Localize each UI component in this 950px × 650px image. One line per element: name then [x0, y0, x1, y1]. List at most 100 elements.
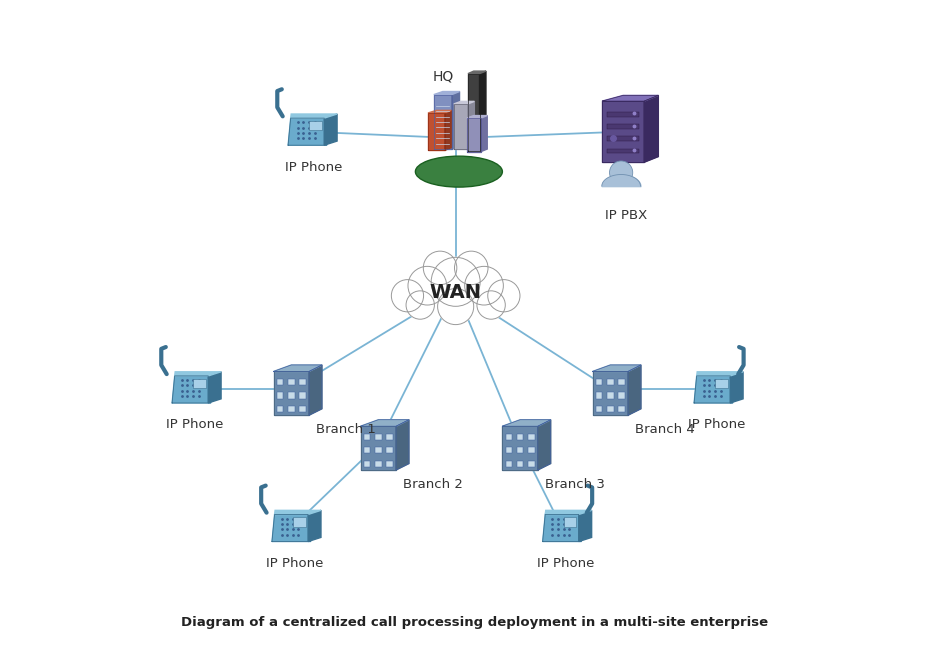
Text: Branch 2: Branch 2 — [403, 478, 463, 491]
FancyBboxPatch shape — [618, 379, 625, 385]
Polygon shape — [602, 96, 658, 101]
Polygon shape — [274, 365, 322, 371]
FancyBboxPatch shape — [505, 447, 512, 453]
Polygon shape — [696, 372, 743, 376]
Polygon shape — [454, 101, 474, 104]
Polygon shape — [503, 420, 551, 426]
Polygon shape — [288, 118, 327, 145]
Polygon shape — [361, 420, 408, 426]
Polygon shape — [454, 104, 468, 149]
FancyBboxPatch shape — [607, 136, 639, 141]
Polygon shape — [644, 96, 658, 162]
Circle shape — [610, 161, 633, 184]
FancyBboxPatch shape — [364, 461, 370, 467]
Polygon shape — [428, 113, 445, 150]
Polygon shape — [593, 371, 628, 415]
FancyBboxPatch shape — [607, 124, 639, 129]
FancyBboxPatch shape — [364, 434, 370, 440]
FancyBboxPatch shape — [607, 379, 614, 385]
Polygon shape — [361, 426, 396, 470]
FancyBboxPatch shape — [276, 406, 283, 412]
Polygon shape — [466, 116, 487, 118]
Polygon shape — [272, 514, 311, 541]
FancyBboxPatch shape — [528, 447, 535, 453]
FancyBboxPatch shape — [288, 406, 294, 412]
Text: Branch 3: Branch 3 — [544, 478, 604, 491]
Polygon shape — [468, 71, 486, 73]
Text: IP PBX: IP PBX — [605, 209, 648, 222]
Polygon shape — [452, 92, 460, 150]
Text: Branch 4: Branch 4 — [635, 423, 694, 436]
Polygon shape — [434, 92, 460, 95]
Polygon shape — [445, 111, 451, 150]
Polygon shape — [275, 510, 321, 514]
FancyBboxPatch shape — [299, 393, 306, 398]
Polygon shape — [481, 116, 487, 151]
Ellipse shape — [415, 156, 503, 187]
Polygon shape — [538, 420, 551, 470]
FancyBboxPatch shape — [596, 406, 602, 412]
FancyBboxPatch shape — [375, 461, 382, 467]
Polygon shape — [593, 365, 641, 371]
Polygon shape — [324, 114, 337, 145]
FancyBboxPatch shape — [607, 112, 639, 116]
FancyBboxPatch shape — [596, 393, 602, 398]
FancyBboxPatch shape — [387, 434, 393, 440]
Circle shape — [431, 257, 480, 306]
Circle shape — [438, 289, 474, 324]
Polygon shape — [579, 510, 592, 541]
Polygon shape — [694, 376, 732, 403]
Polygon shape — [503, 426, 538, 470]
FancyBboxPatch shape — [517, 447, 523, 453]
Polygon shape — [542, 514, 581, 541]
Polygon shape — [434, 95, 452, 150]
Polygon shape — [468, 73, 480, 151]
FancyBboxPatch shape — [618, 406, 625, 412]
FancyBboxPatch shape — [505, 461, 512, 467]
Circle shape — [424, 251, 457, 285]
FancyBboxPatch shape — [387, 447, 393, 453]
FancyBboxPatch shape — [387, 461, 393, 467]
Text: WAN: WAN — [429, 283, 482, 302]
FancyBboxPatch shape — [276, 379, 283, 385]
Circle shape — [487, 280, 520, 312]
FancyBboxPatch shape — [194, 378, 206, 388]
Circle shape — [477, 291, 505, 319]
Circle shape — [465, 266, 504, 305]
Text: Branch 1: Branch 1 — [315, 423, 375, 436]
FancyBboxPatch shape — [528, 461, 535, 467]
Polygon shape — [208, 372, 221, 403]
Text: IP Phone: IP Phone — [688, 419, 746, 432]
Polygon shape — [172, 376, 211, 403]
Text: IP Phone: IP Phone — [285, 161, 343, 174]
Text: IP Phone: IP Phone — [166, 419, 223, 432]
FancyBboxPatch shape — [288, 379, 294, 385]
Circle shape — [406, 291, 434, 319]
FancyBboxPatch shape — [564, 517, 577, 526]
Circle shape — [408, 266, 446, 305]
Polygon shape — [175, 372, 221, 376]
Polygon shape — [428, 111, 451, 113]
FancyBboxPatch shape — [607, 148, 639, 153]
Polygon shape — [731, 372, 743, 403]
FancyBboxPatch shape — [364, 447, 370, 453]
Polygon shape — [466, 118, 481, 151]
Polygon shape — [628, 365, 641, 415]
FancyBboxPatch shape — [618, 393, 625, 398]
FancyBboxPatch shape — [288, 393, 294, 398]
Text: IP Phone: IP Phone — [266, 557, 323, 570]
FancyBboxPatch shape — [528, 434, 535, 440]
Polygon shape — [309, 365, 322, 415]
FancyBboxPatch shape — [517, 434, 523, 440]
FancyBboxPatch shape — [375, 434, 382, 440]
Polygon shape — [480, 71, 486, 151]
FancyBboxPatch shape — [375, 447, 382, 453]
Circle shape — [391, 280, 424, 312]
Polygon shape — [274, 371, 309, 415]
Polygon shape — [396, 420, 408, 470]
Text: IP Phone: IP Phone — [537, 557, 594, 570]
Polygon shape — [602, 101, 644, 162]
Polygon shape — [308, 510, 321, 541]
Text: HQ: HQ — [432, 70, 453, 83]
FancyBboxPatch shape — [299, 379, 306, 385]
